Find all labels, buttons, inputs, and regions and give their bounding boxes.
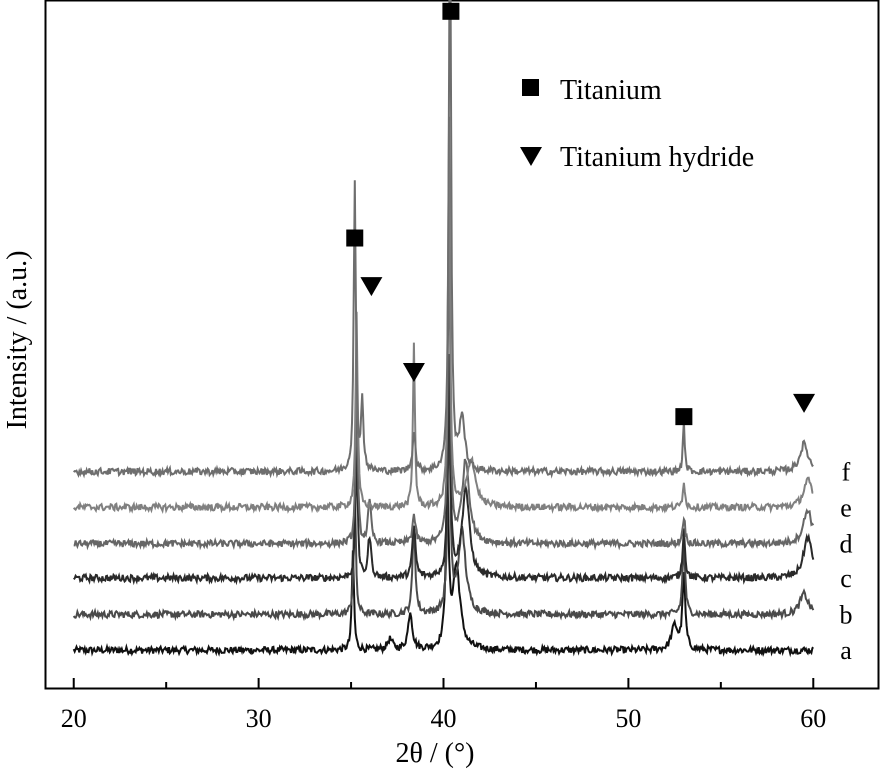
legend: Titanium Titanium hydride (520, 75, 754, 173)
series-layer (72, 0, 815, 658)
series-line-a (72, 463, 814, 658)
curve-label-c: c (840, 564, 852, 593)
series-line-b (72, 410, 815, 622)
curve-label-d: d (840, 530, 853, 559)
x-axis-ticks (72, 678, 815, 688)
curve-label-a: a (840, 636, 852, 665)
titanium-hydride-marker (793, 393, 816, 413)
legend-square-icon (522, 79, 539, 96)
titanium-hydride-marker (360, 277, 383, 297)
x-tick-label: 20 (61, 704, 87, 733)
curve-label-b: b (840, 600, 853, 629)
x-axis-tick-labels: 20 30 40 50 60 (61, 704, 827, 733)
series-line-d (73, 219, 815, 551)
legend-triangle-icon (520, 147, 542, 166)
plot-frame (44, 0, 880, 690)
curve-label-f: f (842, 458, 851, 487)
x-tick-label: 60 (800, 704, 826, 733)
x-tick-label: 40 (431, 704, 457, 733)
titanium-hydride-marker (402, 362, 425, 382)
y-axis-title: Intensity / (a.u.) (2, 251, 33, 430)
series-line-c (72, 353, 815, 586)
x-axis-title: 2θ / (°) (395, 738, 474, 769)
curve-label-e: e (840, 493, 852, 522)
legend-label-titanium: Titanium (560, 75, 662, 106)
titanium-marker (346, 229, 364, 247)
peak-markers (346, 2, 816, 426)
series-line-f (72, 0, 814, 479)
legend-label-titanium-hydride: Titanium hydride (560, 142, 754, 173)
x-tick-label: 30 (246, 704, 272, 733)
series-line-e (72, 116, 814, 515)
titanium-marker (442, 2, 460, 20)
titanium-marker (675, 408, 693, 426)
x-tick-label: 50 (615, 704, 641, 733)
